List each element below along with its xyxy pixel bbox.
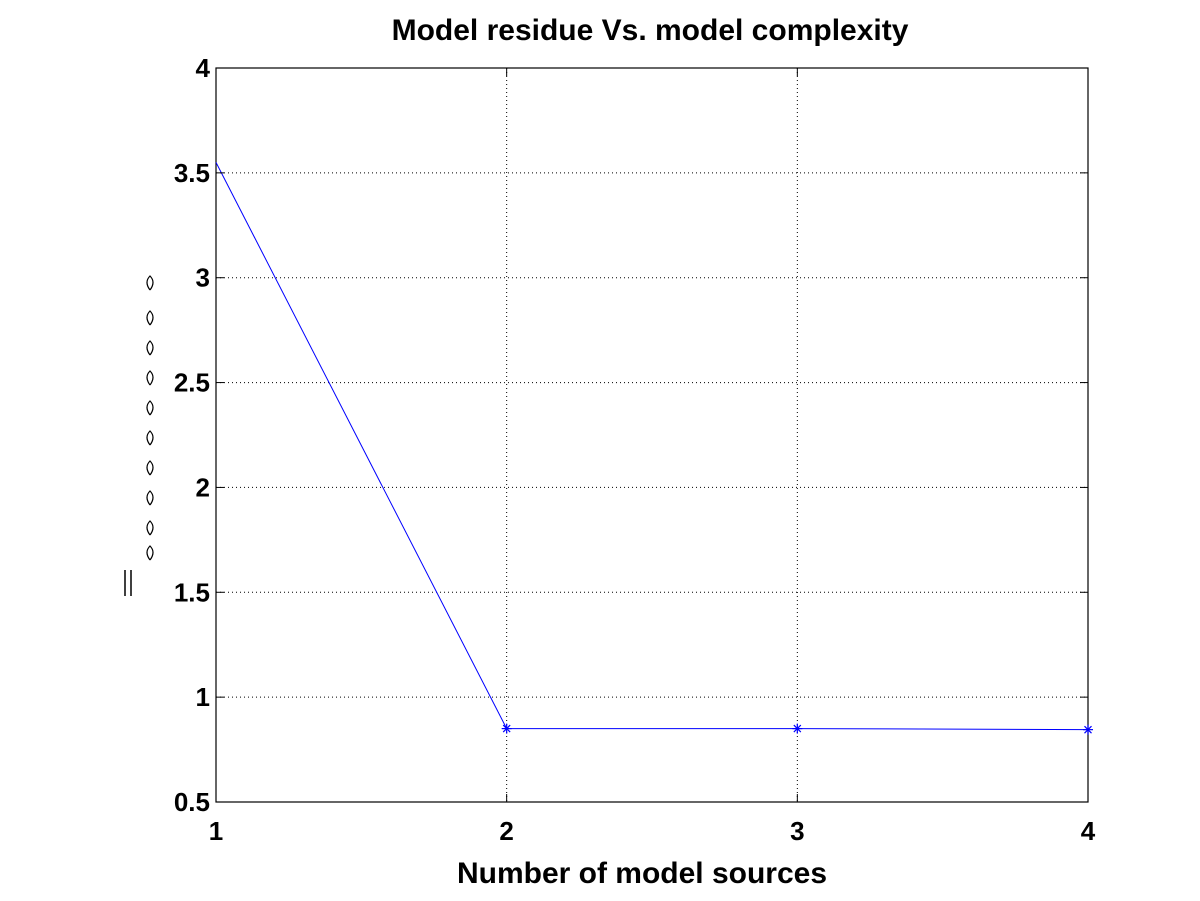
y-tick-label: 4 — [196, 53, 211, 83]
y-tick-label: 0.5 — [174, 787, 210, 817]
series-layer — [215, 162, 1093, 735]
grid-layer — [216, 68, 1088, 802]
tick-layer: 1 2 3 40.511.522.533.54 — [174, 53, 1096, 846]
data-point-marker — [792, 723, 803, 734]
x-axis-label: Number of model sources — [457, 857, 827, 890]
y-tick-label: 1 — [196, 682, 210, 712]
data-point-marker — [501, 723, 512, 734]
x-tick-label: 3 — [790, 816, 804, 846]
series-line — [215, 162, 1089, 731]
y-tick-label: 3 — [196, 263, 210, 293]
y-axis-label-glyphs — [124, 275, 154, 596]
x-tick-label: 2 — [499, 816, 513, 846]
y-tick-label: 2 — [196, 472, 210, 502]
chart-title: Model residue Vs. model complexity — [392, 14, 909, 47]
x-tick-label: 4 — [1081, 816, 1096, 846]
data-point-marker — [1083, 724, 1093, 735]
x-tick-label: 1 — [209, 816, 223, 846]
y-tick-label: 3.5 — [174, 158, 210, 188]
y-tick-label: 1.5 — [174, 577, 210, 607]
plot-area — [215, 67, 1089, 803]
y-tick-label: 2.5 — [174, 368, 210, 398]
